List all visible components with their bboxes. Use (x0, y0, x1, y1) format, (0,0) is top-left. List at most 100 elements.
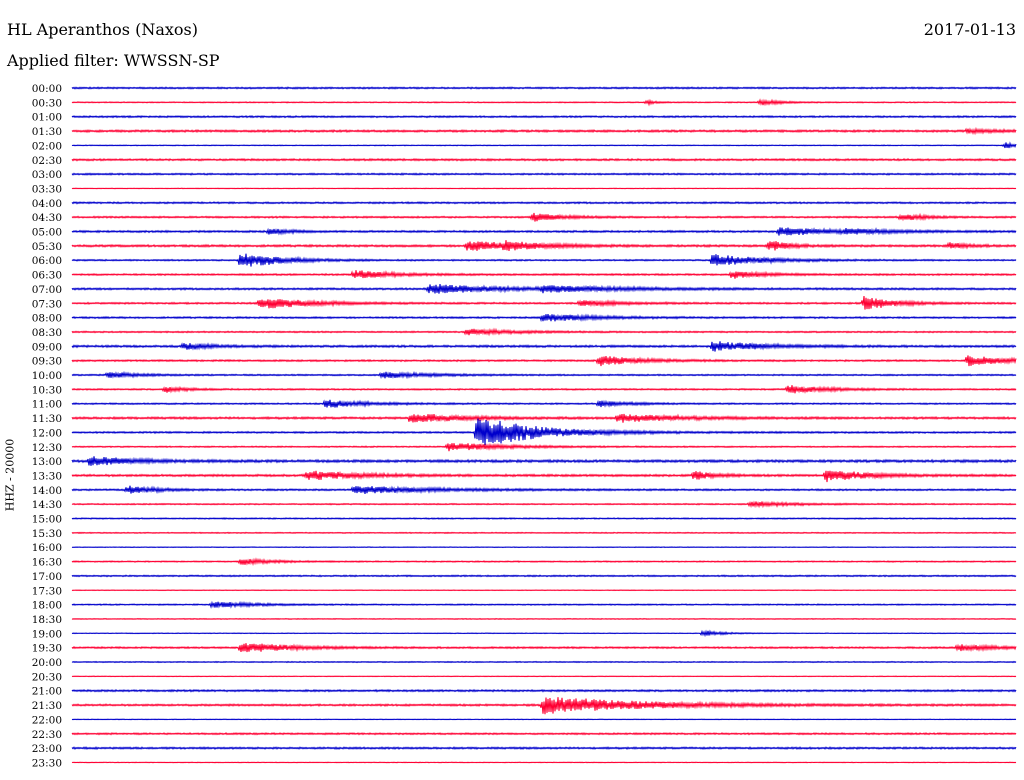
time-tick-label: 16:00 (32, 542, 62, 554)
trace-line (71, 546, 1017, 549)
time-tick-label: 10:00 (32, 370, 62, 382)
time-tick-label: 18:00 (32, 600, 62, 612)
time-tick-label: 12:00 (32, 427, 62, 439)
time-tick-label: 19:00 (32, 628, 62, 640)
trace-line (71, 531, 1017, 535)
time-tick-label: 04:30 (32, 212, 62, 224)
trace-line (71, 141, 1017, 149)
trace-line (71, 456, 1017, 466)
time-tick-label: 17:30 (32, 585, 62, 597)
trace-line (71, 485, 1017, 495)
trace-line (71, 296, 1017, 310)
trace-line (71, 731, 1017, 736)
station-title: HL Aperanthos (Naxos) (7, 20, 198, 39)
trace-line (71, 629, 1017, 638)
trace-line (71, 187, 1017, 190)
time-tick-label: 09:30 (32, 356, 62, 368)
time-tick-label: 00:00 (32, 83, 62, 95)
time-tick-label: 03:30 (32, 183, 62, 195)
trace-line (71, 500, 1017, 509)
trace-line (71, 157, 1017, 162)
trace-line (71, 643, 1017, 653)
time-tick-label: 07:00 (32, 284, 62, 296)
trace-line (71, 355, 1017, 367)
trace-line (71, 399, 1017, 408)
time-tick-label: 06:30 (32, 270, 62, 282)
trace-line (71, 589, 1017, 592)
time-tick-label: 11:00 (32, 399, 62, 411)
time-tick-label: 20:30 (32, 671, 62, 683)
trace-line (71, 413, 1017, 423)
time-tick-label: 08:00 (32, 313, 62, 325)
time-tick-label: 21:30 (32, 700, 62, 712)
trace-line (71, 86, 1017, 90)
trace-line (71, 240, 1017, 252)
time-tick-label: 13:00 (32, 456, 62, 468)
time-tick-label: 05:00 (32, 227, 62, 239)
trace-line (71, 557, 1017, 567)
time-tick-label: 02:30 (32, 155, 62, 167)
time-tick-label: 08:30 (32, 327, 62, 339)
trace-line (71, 126, 1017, 136)
trace-line (71, 600, 1017, 609)
time-tick-label: 02:00 (32, 140, 62, 152)
trace-line (71, 442, 1017, 452)
time-tick-label: 01:30 (32, 126, 62, 138)
trace-line (71, 270, 1017, 279)
time-tick-label: 06:00 (32, 255, 62, 267)
trace-line (71, 284, 1017, 294)
time-tick-label: 14:30 (32, 499, 62, 511)
trace-line (71, 114, 1017, 119)
trace-line (71, 718, 1017, 721)
time-tick-label: 23:30 (32, 757, 62, 769)
time-tick-label: 22:30 (32, 729, 62, 741)
trace-line (71, 227, 1017, 236)
applied-filter-label: Applied filter: WWSSN-SP (7, 51, 220, 70)
trace-line (71, 517, 1017, 520)
time-tick-label: 22:00 (32, 714, 62, 726)
record-date: 2017-01-13 (923, 20, 1016, 39)
time-tick-label: 00:30 (32, 97, 62, 109)
time-tick-label: 07:30 (32, 298, 62, 310)
time-tick-label: 12:30 (32, 442, 62, 454)
trace-line (71, 201, 1017, 205)
trace-line (71, 761, 1017, 764)
time-tick-labels: 00:00 00:30 01:00 01:30 02:00 02:30 03:00 03:30… (32, 83, 62, 769)
time-tick-label: 04:00 (32, 198, 62, 210)
trace-line (71, 327, 1017, 337)
time-tick-label: 14:00 (32, 485, 62, 497)
trace-line (71, 697, 1017, 715)
time-tick-label: 17:00 (32, 571, 62, 583)
trace-line (71, 688, 1017, 693)
time-tick-label: 21:00 (32, 686, 62, 698)
time-tick-label: 23:00 (32, 743, 62, 755)
time-tick-label: 13:30 (32, 470, 62, 482)
time-tick-label: 18:30 (32, 614, 62, 626)
trace-line (71, 313, 1017, 323)
trace-line (71, 470, 1017, 483)
time-tick-label: 15:00 (32, 514, 62, 526)
time-tick-label: 09:00 (32, 341, 62, 353)
trace-line (71, 746, 1017, 751)
trace-line (71, 660, 1017, 664)
time-tick-label: 16:30 (32, 557, 62, 569)
trace-line (71, 617, 1017, 621)
trace-line (71, 574, 1017, 578)
seismic-traces (71, 86, 1017, 764)
trace-line (71, 418, 1017, 446)
trace-line (71, 212, 1017, 222)
trace-line (71, 341, 1017, 352)
trace-line (71, 253, 1017, 267)
time-tick-label: 03:00 (32, 169, 62, 181)
time-tick-label: 20:00 (32, 657, 62, 669)
trace-line (71, 172, 1017, 176)
time-tick-label: 11:30 (32, 413, 62, 425)
time-tick-label: 05:30 (32, 241, 62, 253)
trace-line (71, 370, 1017, 380)
time-tick-label: 10:30 (32, 384, 62, 396)
time-tick-label: 19:30 (32, 643, 62, 655)
time-tick-label: 15:30 (32, 528, 62, 540)
trace-line (71, 98, 1017, 107)
trace-line (71, 385, 1017, 394)
